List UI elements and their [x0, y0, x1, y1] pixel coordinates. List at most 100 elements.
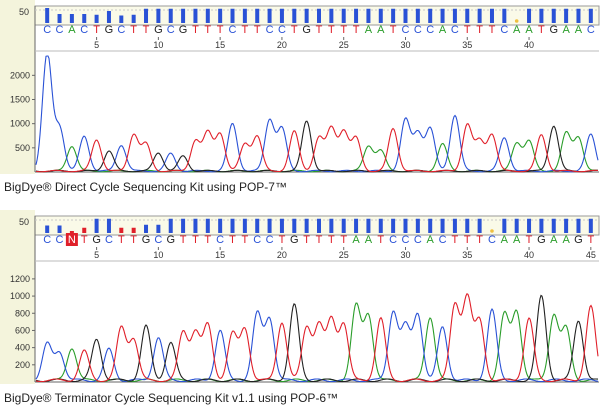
base-call: T — [316, 24, 323, 36]
base-call: A — [562, 24, 570, 36]
qv-bar — [440, 218, 445, 233]
base-call: T — [328, 234, 335, 246]
qv-bar — [230, 8, 235, 23]
base-call: T — [118, 234, 125, 246]
qv-bar — [304, 218, 309, 233]
qv-bar — [514, 218, 519, 233]
qv-bar — [218, 8, 223, 23]
position-tick-label: 25 — [339, 40, 349, 50]
qv-bar — [329, 218, 334, 233]
qv-bar — [156, 224, 161, 233]
trace-T — [35, 123, 599, 173]
base-call: C — [278, 24, 286, 36]
qv-bar — [391, 218, 396, 233]
base-call: A — [575, 24, 583, 36]
qv-bar — [576, 8, 581, 23]
y-tick-label: 1000 — [10, 119, 30, 129]
qv-bar — [144, 8, 149, 23]
qv-bar — [403, 8, 408, 23]
position-tick-label: 15 — [215, 40, 225, 50]
base-call: A — [427, 234, 435, 246]
position-tick-label: 40 — [524, 40, 534, 50]
base-call: A — [68, 24, 76, 36]
y-tick-label: 1500 — [10, 95, 30, 105]
trace-C — [35, 307, 599, 383]
qv-bar — [69, 14, 74, 23]
base-call-highlight — [65, 233, 78, 246]
base-call: G — [302, 24, 311, 36]
base-call: A — [562, 234, 570, 246]
qv-bar — [440, 8, 445, 23]
qv-bar — [539, 8, 544, 23]
base-call: C — [253, 234, 261, 246]
qv-bar — [279, 218, 284, 233]
qv-bar — [366, 218, 371, 233]
base-call: C — [402, 234, 410, 246]
chromatogram-panel-bottom: 50 C C N T G C T T G C G T T T C T T C C T G T T T T A A T C C C A C T T T C A… — [0, 210, 601, 390]
y-tick-label: 1000 — [10, 291, 30, 301]
base-call: T — [130, 234, 137, 246]
base-call: T — [204, 234, 211, 246]
qv-bar — [242, 218, 247, 233]
position-tick-label: 40 — [524, 250, 534, 260]
position-tick-label: 35 — [462, 40, 472, 50]
qv-bar — [267, 8, 272, 23]
qv-bar — [588, 8, 593, 23]
qv-bar — [354, 218, 359, 233]
base-call: G — [574, 234, 583, 246]
trace-C — [35, 55, 599, 173]
chromatogram-panel-top: 50 C C A C T G C T T G C G T T T C T T C C T G T T T T A A T C C C A C T T T C… — [0, 0, 601, 180]
position-tick-label: 30 — [400, 40, 410, 50]
chromatogram-chart-top: 50C C A C T G C T T G C G T T T C T T C C T G T T T T A A T C C C A C T T T C… — [0, 0, 600, 174]
qv-bar — [144, 224, 149, 233]
base-call: C — [43, 234, 51, 246]
qv-bar — [551, 218, 556, 233]
base-call: T — [192, 234, 199, 246]
base-call: T — [204, 24, 211, 36]
y-tick-label: 1200 — [10, 274, 30, 284]
qv-bar — [57, 225, 62, 233]
qv-bar — [465, 218, 470, 233]
qv-bar — [428, 8, 433, 23]
position-tick-label: 20 — [277, 40, 287, 50]
base-call: C — [266, 234, 274, 246]
base-call: C — [117, 24, 125, 36]
base-call: T — [489, 24, 496, 36]
qv-bar — [329, 8, 334, 23]
qv-bar — [230, 218, 235, 233]
base-call: A — [439, 24, 447, 36]
base-call: C — [587, 24, 595, 36]
y-tick-label: 600 — [15, 325, 30, 335]
qv-bar — [588, 218, 593, 233]
qv-bar — [292, 218, 297, 233]
base-call: C — [80, 24, 88, 36]
base-call: T — [464, 24, 471, 36]
base-call: T — [81, 234, 88, 246]
qv-bar — [106, 218, 111, 233]
base-call: G — [166, 234, 175, 246]
qv-bar — [452, 8, 457, 23]
base-call: G — [179, 24, 188, 36]
qv-bar — [168, 218, 173, 233]
qv-bar — [181, 218, 186, 233]
qv-bar — [131, 227, 136, 233]
qv-axis-label: 50 — [19, 217, 29, 227]
qv-bar — [106, 11, 111, 23]
base-call: A — [513, 24, 521, 36]
base-call: C — [451, 24, 459, 36]
base-call: T — [538, 24, 545, 36]
base-call: C — [414, 234, 422, 246]
base-call: N — [68, 234, 76, 246]
qv-bar — [205, 8, 210, 23]
base-call: T — [353, 24, 360, 36]
position-tick-label: 10 — [153, 40, 163, 50]
position-tick-label: 15 — [215, 250, 225, 260]
base-call: C — [154, 234, 162, 246]
y-tick-label: 500 — [15, 143, 30, 153]
base-call: T — [452, 234, 459, 246]
base-call: C — [426, 24, 434, 36]
y-tick-label: 400 — [15, 343, 30, 353]
base-call: A — [377, 24, 385, 36]
base-call: C — [439, 234, 447, 246]
base-call: T — [241, 234, 248, 246]
